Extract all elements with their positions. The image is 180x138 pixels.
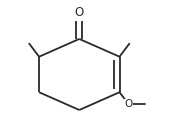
Text: O: O	[124, 99, 132, 109]
Text: O: O	[75, 6, 84, 19]
